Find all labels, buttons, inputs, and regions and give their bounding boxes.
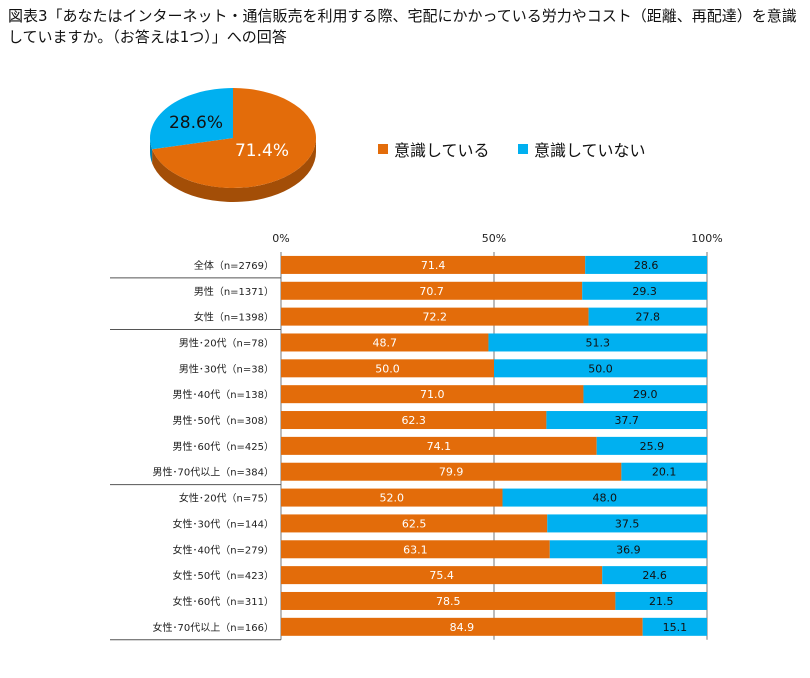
bar-segment-not-aware — [642, 617, 707, 636]
bar-segment-not-aware — [583, 385, 707, 404]
data-label-not-aware: 29.3 — [632, 285, 657, 298]
bar-segment-not-aware — [582, 281, 707, 300]
bar-segment-aware — [281, 514, 548, 533]
bar-segment-not-aware — [494, 359, 707, 378]
bar-segment-aware — [281, 307, 589, 326]
bar-segment-aware — [281, 255, 586, 274]
data-label-not-aware: 51.3 — [585, 336, 610, 349]
bar-segment-not-aware — [502, 488, 707, 507]
bar-segment-not-aware — [547, 514, 707, 533]
bar-segment-aware — [281, 359, 494, 378]
data-label-aware: 62.3 — [401, 414, 426, 427]
category-label: 女性（n=1398） — [194, 311, 274, 324]
data-label-aware: 48.7 — [372, 336, 397, 349]
bar-segment-not-aware — [488, 333, 707, 352]
category-label: 男性（n=1371） — [194, 285, 274, 298]
bar-segment-aware — [281, 540, 550, 559]
category-label: 女性･60代（n=311） — [172, 595, 274, 608]
data-label-not-aware: 37.5 — [615, 517, 640, 530]
data-label-aware: 50.0 — [375, 362, 400, 375]
category-label: 男性･20代（n=78） — [179, 336, 274, 349]
pie-slice-1 — [150, 88, 233, 150]
data-label-not-aware: 15.1 — [663, 621, 688, 634]
legend-swatch-not-aware — [518, 144, 528, 154]
category-label: 男性･40代（n=138） — [172, 388, 274, 401]
bar-segment-aware — [281, 333, 489, 352]
data-label-not-aware: 50.0 — [588, 362, 613, 375]
bar-segment-not-aware — [588, 307, 707, 326]
legend-item-aware: 意識している — [378, 137, 490, 161]
data-label-not-aware: 20.1 — [652, 466, 677, 479]
category-label: 男性･50代（n=308） — [172, 414, 274, 427]
data-label-aware: 63.1 — [403, 543, 428, 556]
category-label: 女性･20代（n=75） — [179, 492, 274, 505]
pie-label-1: 28.6% — [169, 113, 223, 133]
data-label-aware: 52.0 — [380, 492, 405, 505]
data-label-not-aware: 25.9 — [640, 440, 665, 453]
category-label: 女性･40代（n=279） — [172, 543, 274, 556]
bar-segment-not-aware — [596, 436, 707, 455]
data-label-aware: 79.9 — [439, 466, 464, 479]
bar-segment-aware — [281, 617, 643, 636]
bar-segment-not-aware — [602, 566, 707, 585]
pie-chart: 71.4% 28.6% — [150, 88, 317, 202]
legend-label-aware: 意識している — [394, 141, 490, 160]
data-label-aware: 72.2 — [423, 311, 448, 324]
data-label-not-aware: 37.7 — [614, 414, 639, 427]
data-label-aware: 78.5 — [436, 595, 461, 608]
category-label: 女性･70代以上（n=166） — [152, 621, 274, 634]
data-label-not-aware: 27.8 — [636, 311, 661, 324]
data-label-aware: 71.0 — [420, 388, 445, 401]
x-tick-label: 100% — [691, 232, 722, 245]
data-label-aware: 70.7 — [419, 285, 444, 298]
bar-segment-not-aware — [549, 540, 707, 559]
chart-title: 図表3「あなたはインターネット・通信販売を利用する際、宅配にかかっている労力やコ… — [8, 7, 797, 46]
pie-slice-0 — [152, 88, 317, 188]
bar-segment-aware — [281, 281, 583, 300]
category-label: 全体（n=2769） — [194, 259, 274, 272]
data-label-not-aware: 24.6 — [642, 569, 667, 582]
bar-segment-not-aware — [621, 462, 707, 481]
bar-segment-not-aware — [546, 411, 707, 430]
data-label-not-aware: 28.6 — [634, 259, 659, 272]
bar-segment-aware — [281, 385, 584, 404]
data-label-not-aware: 36.9 — [616, 543, 641, 556]
bar-segment-aware — [281, 462, 622, 481]
data-label-aware: 74.1 — [427, 440, 452, 453]
bar-segment-aware — [281, 566, 603, 585]
category-label: 男性･60代（n=425） — [172, 440, 274, 453]
data-label-aware: 62.5 — [402, 517, 427, 530]
pie-label-0: 71.4% — [235, 141, 289, 161]
bar-segment-aware — [281, 488, 503, 507]
data-label-not-aware: 21.5 — [649, 595, 674, 608]
x-tick-label: 0% — [272, 232, 289, 245]
bar-segment-not-aware — [585, 255, 707, 274]
data-label-aware: 84.9 — [450, 621, 475, 634]
category-label: 男性･70代以上（n=384） — [152, 466, 274, 479]
pie-side-0 — [152, 138, 316, 202]
category-label: 女性･30代（n=144） — [172, 517, 274, 530]
bar-segment-aware — [281, 591, 616, 610]
data-label-not-aware: 29.0 — [633, 388, 658, 401]
legend-item-not-aware: 意識していない — [518, 137, 646, 161]
x-tick-label: 50% — [482, 232, 506, 245]
bar-segment-aware — [281, 411, 547, 430]
legend-swatch-aware — [378, 144, 388, 154]
category-label: 男性･30代（n=38） — [179, 362, 274, 375]
data-label-aware: 75.4 — [429, 569, 454, 582]
pie-side-1 — [150, 138, 153, 164]
bar-segment-not-aware — [615, 591, 707, 610]
bar-segment-aware — [281, 436, 597, 455]
data-label-not-aware: 48.0 — [593, 492, 618, 505]
legend-label-not-aware: 意識していない — [534, 141, 646, 160]
category-label: 女性･50代（n=423） — [172, 569, 274, 582]
data-label-aware: 71.4 — [421, 259, 446, 272]
